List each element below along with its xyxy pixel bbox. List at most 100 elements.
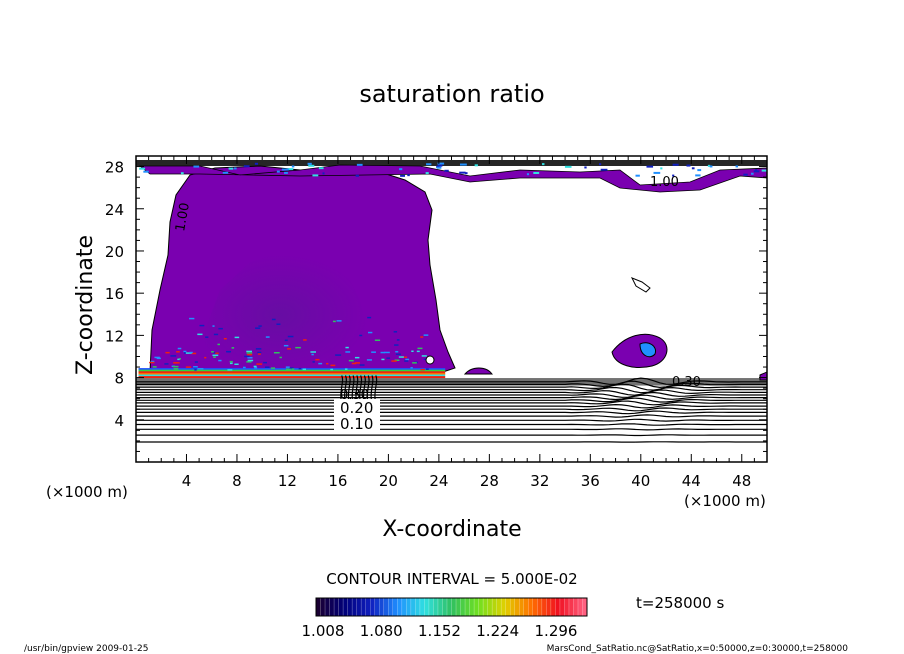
speckle bbox=[253, 365, 257, 368]
footer-left: /usr/bin/gpview 2009-01-25 bbox=[24, 644, 148, 654]
speckle bbox=[348, 359, 354, 362]
top-speckle bbox=[287, 168, 294, 171]
speckle bbox=[345, 346, 349, 349]
inversion-band bbox=[136, 378, 767, 386]
top-speckle bbox=[697, 169, 702, 172]
x-axis-label: X-coordinate bbox=[382, 517, 521, 542]
speckle bbox=[149, 361, 155, 364]
speckle bbox=[174, 362, 180, 364]
colorbar-cell bbox=[379, 598, 385, 616]
speckle bbox=[298, 367, 302, 370]
speckle bbox=[255, 327, 261, 329]
top-speckle bbox=[660, 167, 663, 170]
strat-contour bbox=[136, 407, 767, 412]
speckle bbox=[386, 357, 391, 359]
speckle bbox=[254, 367, 258, 369]
colorbar-cell bbox=[483, 598, 488, 616]
top-speckle bbox=[707, 164, 711, 167]
speckle bbox=[150, 360, 155, 363]
speckle bbox=[291, 368, 295, 370]
strat-contour bbox=[136, 423, 767, 426]
speckle bbox=[218, 327, 223, 330]
speckle bbox=[172, 365, 179, 368]
colorbar-cell bbox=[320, 598, 326, 616]
contour-label-2: 0.30 bbox=[340, 388, 369, 403]
speckle bbox=[395, 350, 399, 353]
colorbar-cell bbox=[541, 598, 547, 616]
top-speckle bbox=[284, 171, 288, 174]
speckle bbox=[247, 353, 253, 356]
speckle bbox=[244, 355, 250, 358]
colorbar-cell bbox=[510, 598, 516, 616]
x-tick-label: 16 bbox=[328, 472, 347, 490]
colorbar-tick-label: 1.008 bbox=[302, 622, 345, 640]
speckle bbox=[154, 356, 160, 359]
top-speckle bbox=[143, 170, 149, 173]
colorbar-cell bbox=[338, 598, 344, 616]
top-speckle bbox=[695, 174, 701, 177]
top-speckle bbox=[400, 174, 406, 177]
speckle bbox=[405, 358, 410, 361]
colorbar-tick-label: 1.152 bbox=[418, 622, 461, 640]
speckle bbox=[381, 358, 385, 361]
speckle bbox=[295, 346, 301, 349]
strat-contour bbox=[136, 391, 767, 398]
speckle bbox=[156, 357, 161, 360]
speckle bbox=[366, 359, 372, 361]
top-speckle bbox=[228, 167, 234, 170]
speckle bbox=[332, 320, 336, 323]
top-speckle bbox=[646, 165, 654, 168]
speckle bbox=[318, 362, 323, 365]
top-speckle bbox=[459, 163, 467, 166]
speckle bbox=[395, 353, 401, 356]
speckle bbox=[173, 368, 179, 370]
y-tick-label: 20 bbox=[105, 243, 124, 261]
strat-contour bbox=[136, 418, 767, 422]
speckle bbox=[178, 358, 181, 360]
speckle bbox=[176, 351, 180, 353]
speckle bbox=[380, 351, 385, 354]
colorbar-cell bbox=[383, 598, 389, 616]
colorbar-cell bbox=[577, 598, 583, 616]
speckle bbox=[246, 361, 252, 363]
speckle bbox=[411, 350, 414, 353]
top-speckle bbox=[425, 172, 429, 175]
speckle bbox=[213, 356, 216, 358]
colorbar-cell bbox=[465, 598, 470, 616]
speckle bbox=[354, 362, 360, 364]
colorbar-cell bbox=[532, 598, 538, 616]
speckle bbox=[257, 351, 262, 354]
colorbar-cell bbox=[496, 598, 502, 616]
top-speckle bbox=[312, 174, 319, 177]
speckle bbox=[264, 366, 270, 368]
contour-label-3: 0.30 bbox=[672, 375, 701, 390]
top-speckle bbox=[459, 171, 466, 174]
contour-label-5: 1.00 bbox=[650, 175, 679, 190]
axis-ticks bbox=[136, 156, 767, 462]
colorbar-cell bbox=[356, 598, 362, 616]
speckle bbox=[256, 363, 263, 365]
speckle bbox=[243, 366, 246, 369]
base-band-stripe bbox=[138, 376, 446, 379]
speckle bbox=[271, 318, 276, 321]
speckle bbox=[229, 360, 233, 363]
speckle bbox=[276, 323, 281, 325]
top-speckle bbox=[291, 165, 295, 168]
speckle bbox=[217, 343, 220, 346]
colorbar-cell bbox=[437, 598, 443, 616]
top-speckle bbox=[356, 163, 363, 166]
colorbar-cell bbox=[329, 598, 335, 616]
colorbar-cell bbox=[501, 598, 506, 616]
x-tick-label: 12 bbox=[278, 472, 297, 490]
colorbar-cell bbox=[347, 598, 353, 616]
speckle bbox=[165, 351, 170, 354]
top-speckle bbox=[600, 168, 608, 171]
speckle bbox=[402, 356, 408, 358]
base-band-stripe bbox=[138, 374, 446, 377]
top-speckle bbox=[234, 167, 237, 170]
top-speckle bbox=[318, 167, 324, 170]
colorbar-cell bbox=[361, 598, 366, 616]
colorbar-cell bbox=[546, 598, 552, 616]
colorbar-tick-labels: 1.008 1.080 1.152 1.224 1.296 bbox=[302, 622, 578, 640]
y-tick-label: 12 bbox=[105, 327, 124, 345]
